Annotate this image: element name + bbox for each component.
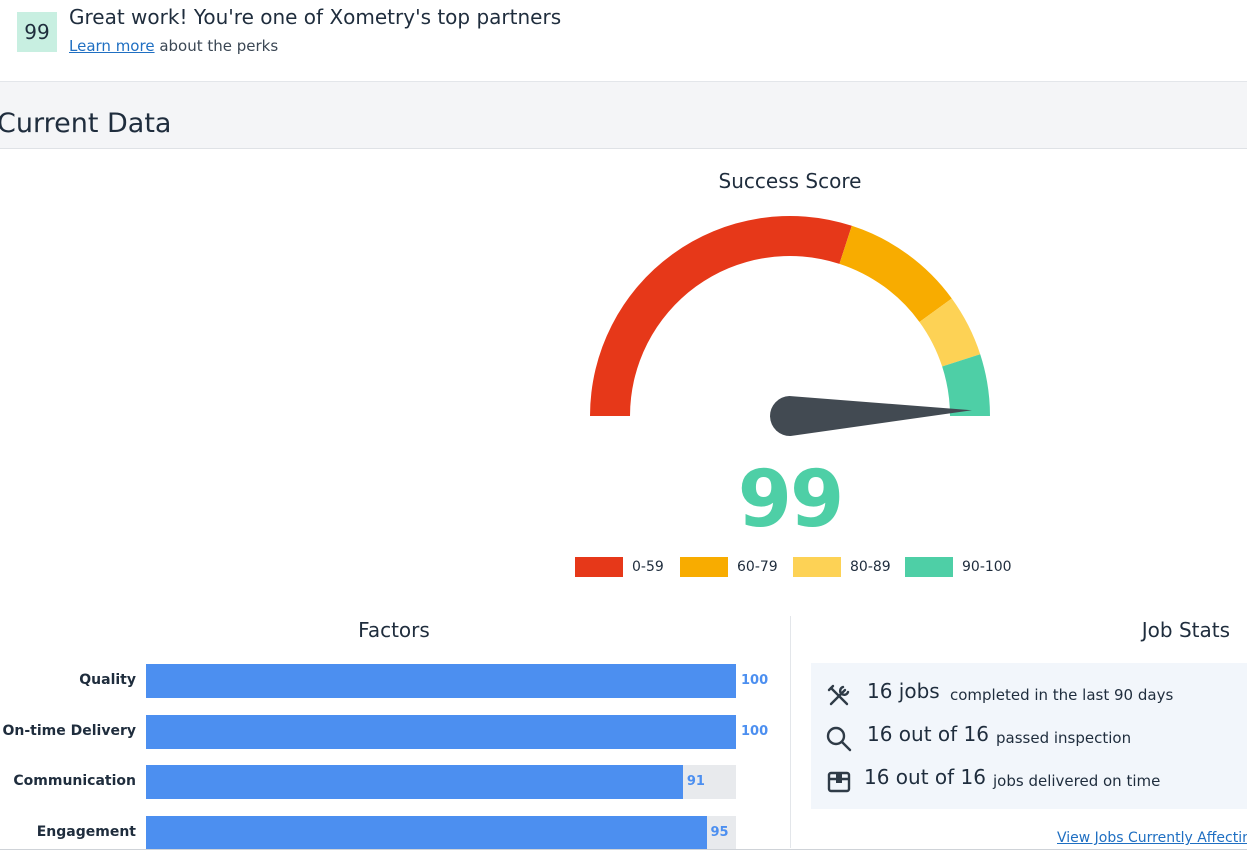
stat-small: completed in the last 90 days bbox=[950, 686, 1174, 704]
job-stats-box: 16 jobs completed in the last 90 days 16… bbox=[811, 663, 1247, 809]
factor-row-communication: Communication 91 bbox=[0, 765, 780, 799]
legend-label: 60-79 bbox=[737, 559, 778, 575]
section-title: Current Data bbox=[0, 108, 172, 139]
stat-big: 16 out of 16 bbox=[867, 722, 990, 746]
factors-title: Factors bbox=[358, 618, 430, 642]
success-score-value: 99 bbox=[737, 455, 845, 545]
factor-label: On-time Delivery bbox=[2, 723, 137, 739]
legend-swatch-60-79 bbox=[680, 557, 728, 577]
factor-bar-quality bbox=[146, 664, 736, 698]
factor-label: Engagement bbox=[36, 824, 136, 840]
legend-label: 80-89 bbox=[850, 559, 891, 575]
bottom-divider bbox=[0, 849, 1247, 850]
factor-value: 100 bbox=[741, 673, 769, 688]
legend-swatch-80-89 bbox=[793, 557, 841, 577]
factor-row-engagement: Engagement 95 bbox=[0, 816, 780, 850]
success-score-gauge bbox=[590, 215, 990, 436]
factor-value: 95 bbox=[710, 825, 729, 840]
job-stats-title: Job Stats bbox=[1141, 618, 1230, 642]
factor-bar-on-time-delivery bbox=[146, 715, 736, 749]
factor-row-on-time-delivery: On-time Delivery 100 bbox=[0, 715, 780, 749]
factor-bar-engagement bbox=[146, 816, 707, 850]
banner-title: Great work! You're one of Xometry's top … bbox=[69, 5, 562, 29]
legend-item-60-79: 60-79 bbox=[680, 557, 778, 577]
stat-small: passed inspection bbox=[996, 729, 1132, 747]
legend-item-90-100: 90-100 bbox=[905, 557, 1012, 577]
factor-track bbox=[146, 765, 736, 799]
banner-subtitle: Learn more about the perks bbox=[69, 37, 278, 55]
factor-label: Communication bbox=[13, 773, 136, 789]
learn-more-rest: about the perks bbox=[159, 37, 279, 55]
learn-more-link[interactable]: Learn more bbox=[69, 37, 155, 55]
section-header: Current Data bbox=[0, 82, 1247, 149]
column-divider bbox=[790, 616, 791, 848]
factor-value: 91 bbox=[686, 774, 705, 789]
factor-label: Quality bbox=[79, 672, 136, 688]
factor-bar-communication bbox=[146, 765, 683, 799]
gauge-band-0-59 bbox=[590, 215, 852, 416]
gauge-title: Success Score bbox=[718, 169, 862, 193]
score-badge: 99 bbox=[17, 12, 57, 52]
stat-small: jobs delivered on time bbox=[993, 772, 1161, 790]
stat-row-delivered: 16 out of 16 jobs delivered on time bbox=[811, 763, 1247, 797]
stat-row-completed: 16 jobs completed in the last 90 days bbox=[811, 677, 1247, 711]
factor-value: 100 bbox=[741, 724, 769, 739]
search-icon bbox=[826, 726, 852, 752]
top-banner: 99 Great work! You're one of Xometry's t… bbox=[0, 0, 1247, 82]
stat-big: 16 out of 16 bbox=[864, 765, 987, 789]
view-jobs-link[interactable]: View Jobs Currently Affecting bbox=[1057, 830, 1247, 846]
factor-track bbox=[146, 664, 736, 698]
factor-track bbox=[146, 816, 736, 850]
gauge-band-90-100 bbox=[942, 354, 990, 416]
gauge-band-60-79 bbox=[839, 225, 952, 322]
legend-swatch-90-100 bbox=[905, 557, 953, 577]
stat-row-inspection: 16 out of 16 passed inspection bbox=[811, 720, 1247, 754]
gauge-band-80-89 bbox=[919, 298, 981, 367]
legend-item-0-59: 0-59 bbox=[575, 557, 664, 577]
legend-label: 90-100 bbox=[962, 559, 1012, 575]
package-icon bbox=[827, 771, 851, 793]
factor-row-quality: Quality 100 bbox=[0, 664, 780, 698]
legend-swatch-0-59 bbox=[575, 557, 623, 577]
legend-label: 0-59 bbox=[632, 559, 664, 575]
factor-track bbox=[146, 715, 736, 749]
legend-item-80-89: 80-89 bbox=[793, 557, 891, 577]
stat-big: 16 jobs bbox=[867, 679, 940, 703]
tools-icon bbox=[827, 684, 850, 706]
gauge-needle bbox=[770, 396, 972, 436]
